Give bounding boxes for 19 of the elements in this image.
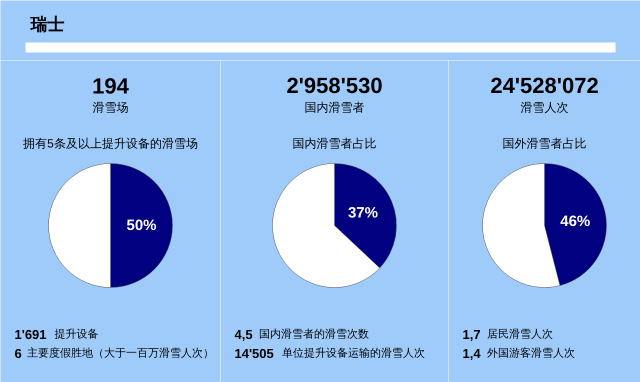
chart-subtitle: 滑雪场 bbox=[92, 100, 128, 114]
text: 4,5 国内滑雪者的滑雪次数 bbox=[234, 327, 369, 342]
text: 1,4 外国游客滑雪人次 bbox=[462, 346, 575, 361]
chart-title: 24'528'072 bbox=[490, 73, 599, 98]
text: 1,7 居民滑雪人次 bbox=[462, 327, 553, 342]
chart-subtitle: 滑雪人次 bbox=[520, 100, 568, 114]
text: 6 主要度假胜地（大于一百万滑雪人次） bbox=[14, 346, 214, 361]
text: 1'691 提升设备 bbox=[14, 327, 98, 342]
chart-title: 2'958'530 bbox=[286, 73, 383, 98]
text: 国外滑雪者占比 bbox=[502, 136, 586, 150]
text: 拥有5条及以上提升设备的滑雪场 bbox=[23, 136, 198, 150]
chart-title: 194 bbox=[92, 74, 130, 98]
text: 瑞士 bbox=[30, 15, 64, 34]
chart-subtitle: 国内滑雪者 bbox=[304, 100, 364, 114]
text: 14'505 单位提升设备运输的滑雪人次 bbox=[234, 346, 425, 361]
data-label: 46% bbox=[560, 213, 590, 230]
text: 国内滑雪者占比 bbox=[292, 136, 376, 150]
data-label: 37% bbox=[348, 204, 378, 222]
data-label: 50% bbox=[126, 217, 157, 234]
